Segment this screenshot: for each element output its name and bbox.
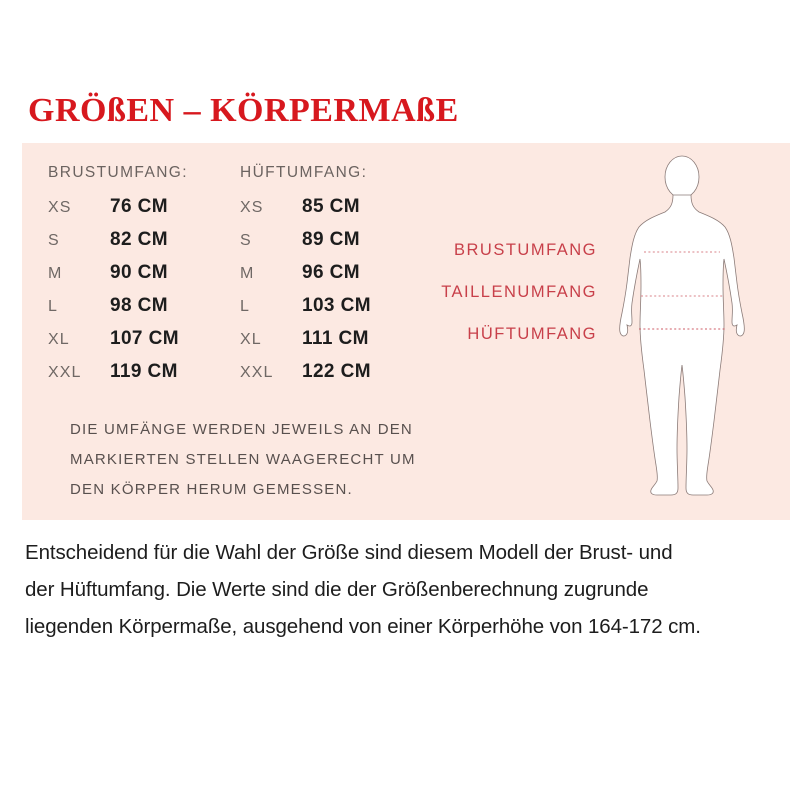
size-value: 98 CM bbox=[110, 295, 168, 316]
table-row: XXL 122 CM bbox=[240, 361, 371, 394]
page-title: GRÖßEN – KÖRPERMAßE bbox=[28, 92, 459, 129]
size-label: L bbox=[240, 298, 250, 315]
size-label: XS bbox=[48, 199, 72, 216]
size-label: M bbox=[240, 265, 255, 282]
label-hip-circumference: HÜFTUMFANG bbox=[467, 325, 597, 343]
column-header-hip: HÜFTUMFANG: bbox=[240, 164, 368, 181]
size-value: 122 CM bbox=[302, 361, 371, 382]
table-row: XL 111 CM bbox=[240, 328, 371, 361]
summary-line-3: liegenden Körpermaße, ausgehend von eine… bbox=[25, 615, 701, 638]
size-label: XS bbox=[240, 199, 264, 216]
body-silhouette-figure bbox=[619, 155, 745, 496]
summary-paragraph: Entscheidend für die Wahl der Größe sind… bbox=[25, 534, 785, 645]
size-label: L bbox=[48, 298, 58, 315]
table-row: L 98 CM bbox=[48, 295, 188, 328]
measure-instruction-line-3: DEN KÖRPER HERUM GEMESSEN. bbox=[70, 481, 353, 498]
summary-line-1: Entscheidend für die Wahl der Größe sind… bbox=[25, 541, 673, 564]
size-label: XXL bbox=[48, 364, 82, 381]
size-table-hip: HÜFTUMFANG: XS 85 CM S 89 CM M 96 CM L 1… bbox=[240, 164, 371, 394]
label-waist-circumference: TAILLENUMFANG bbox=[441, 283, 597, 301]
size-value: 103 CM bbox=[302, 295, 371, 316]
size-value: 89 CM bbox=[302, 229, 360, 250]
size-value: 90 CM bbox=[110, 262, 168, 283]
size-label: S bbox=[48, 232, 60, 249]
size-label: XXL bbox=[240, 364, 274, 381]
size-value: 76 CM bbox=[110, 196, 168, 217]
figure-head bbox=[664, 155, 700, 199]
table-row: S 89 CM bbox=[240, 229, 371, 262]
size-table-chest: BRUSTUMFANG: XS 76 CM S 82 CM M 90 CM L … bbox=[48, 164, 188, 394]
figure-measurement-labels: BRUSTUMFANG TAILLENUMFANG HÜFTUMFANG bbox=[352, 229, 597, 355]
size-info-panel: BRUSTUMFANG: XS 76 CM S 82 CM M 90 CM L … bbox=[22, 143, 790, 520]
measure-instruction: DIE UMFÄNGE WERDEN JEWEILS AN DEN MARKIE… bbox=[70, 415, 416, 505]
figure-body-outline bbox=[619, 194, 745, 496]
table-row: S 82 CM bbox=[48, 229, 188, 262]
table-row: XL 107 CM bbox=[48, 328, 188, 361]
measure-instruction-line-2: MARKIERTEN STELLEN WAAGERECHT UM bbox=[70, 451, 416, 468]
table-row: XS 85 CM bbox=[240, 196, 371, 229]
size-value: 111 CM bbox=[302, 328, 369, 349]
table-row: XXL 119 CM bbox=[48, 361, 188, 394]
size-value: 82 CM bbox=[110, 229, 168, 250]
column-header-chest: BRUSTUMFANG: bbox=[48, 164, 188, 181]
table-row: M 90 CM bbox=[48, 262, 188, 295]
table-row: L 103 CM bbox=[240, 295, 371, 328]
table-row: M 96 CM bbox=[240, 262, 371, 295]
table-row: XS 76 CM bbox=[48, 196, 188, 229]
size-value: 107 CM bbox=[110, 328, 179, 349]
size-label: M bbox=[48, 265, 63, 282]
measure-instruction-line-1: DIE UMFÄNGE WERDEN JEWEILS AN DEN bbox=[70, 421, 413, 438]
size-value: 96 CM bbox=[302, 262, 360, 283]
size-value: 85 CM bbox=[302, 196, 360, 217]
size-label: S bbox=[240, 232, 252, 249]
size-label: XL bbox=[240, 331, 262, 348]
label-chest-circumference: BRUSTUMFANG bbox=[453, 241, 597, 259]
size-label: XL bbox=[48, 331, 70, 348]
size-value: 119 CM bbox=[110, 361, 178, 382]
summary-line-2: der Hüftumfang. Die Werte sind die der G… bbox=[25, 578, 649, 601]
